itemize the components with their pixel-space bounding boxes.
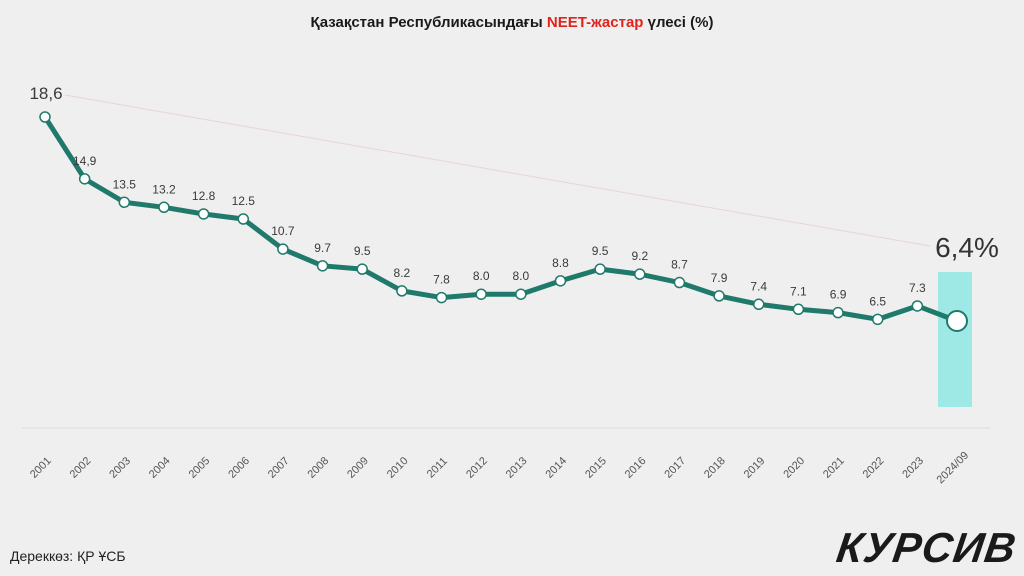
x-tick-label: 2024/09 [935, 450, 972, 487]
x-tick-label: 2011 [425, 455, 450, 480]
data-label: 9.2 [631, 249, 648, 263]
data-point [594, 263, 606, 275]
data-label: 13.2 [152, 182, 176, 196]
data-point [277, 243, 289, 255]
data-point [435, 291, 448, 304]
data-point [78, 173, 91, 185]
x-tick-label: 2009 [345, 455, 371, 481]
x-tick-label: 2012 [464, 455, 490, 481]
data-point [752, 298, 765, 311]
data-point [237, 213, 250, 225]
trend-layer [64, 94, 931, 247]
data-point [356, 263, 368, 275]
data-point [792, 303, 805, 316]
data-point [396, 285, 408, 297]
trend-line [64, 94, 931, 247]
data-label: 12.5 [232, 194, 256, 208]
data-label: 9.5 [592, 244, 609, 258]
highlight-point [946, 310, 968, 332]
data-label: 18,6 [29, 84, 62, 103]
brand-logo: КУРСИВ [833, 524, 1020, 571]
data-label: 7.3 [909, 281, 926, 295]
title-suffix: үлесі (%) [643, 14, 714, 31]
data-label: 7.4 [750, 279, 767, 293]
data-label: 6.9 [830, 288, 847, 302]
data-point [158, 201, 170, 214]
x-tick-label: 2016 [623, 455, 649, 481]
data-point [871, 313, 884, 326]
data-label: 13.5 [113, 177, 137, 191]
series-layer [39, 111, 968, 332]
data-labels: 18,6 14,9 13.5 13.2 12.8 12.5 10.7 9.7 9.5 8.2 7.8… [29, 84, 998, 308]
highlight-bar [938, 272, 972, 407]
data-label: 6.5 [869, 294, 886, 308]
x-tick-label: 2004 [147, 455, 173, 481]
data-point [634, 268, 646, 280]
data-label: 8.2 [394, 266, 411, 280]
data-point [39, 111, 51, 123]
x-tick-label: 2021 [821, 455, 847, 481]
x-tick-label: 2017 [662, 455, 688, 481]
data-point [515, 288, 527, 300]
x-tick-label: 2022 [861, 455, 887, 481]
x-tick-label: 2018 [702, 455, 728, 481]
data-point [911, 300, 924, 312]
title-highlight: NEET-жастар [546, 14, 644, 31]
x-tick-label: 2006 [226, 455, 252, 481]
x-tick-label: 2007 [266, 455, 292, 481]
x-tick-label: 2015 [583, 455, 609, 481]
x-tick-label: 2019 [742, 455, 768, 481]
data-point [475, 288, 487, 300]
data-label: 8.7 [671, 258, 688, 272]
data-label: 8.0 [473, 269, 490, 283]
series-line [42, 114, 960, 324]
chart-title: Қазақстан Республикасындағы NEET-жастар … [0, 14, 1024, 31]
data-point [316, 260, 329, 272]
data-label: 7.1 [790, 284, 807, 298]
data-point [197, 208, 210, 220]
highlight-value-label: 6,4% [935, 232, 999, 263]
data-point [554, 275, 567, 287]
source-note: Дереккөз: ҚР ҰСБ [10, 548, 126, 564]
data-point [673, 276, 686, 289]
data-point [832, 306, 844, 319]
x-tick-label: 2001 [28, 455, 54, 481]
title-prefix: Қазақстан Республикасындағы [310, 14, 547, 31]
x-tick-label: 2020 [781, 455, 807, 481]
data-label: 8.8 [552, 256, 569, 270]
x-tick-label: 2013 [504, 455, 530, 481]
highlight-layer [938, 272, 972, 407]
data-label: 8.0 [512, 269, 529, 283]
x-tick-label: 2002 [68, 455, 94, 481]
x-tick-label: 2008 [306, 455, 332, 481]
data-label: 9.5 [354, 244, 371, 258]
data-label: 10.7 [271, 224, 295, 238]
data-label: 12.8 [192, 189, 216, 203]
data-point [713, 290, 725, 302]
data-label: 9.7 [314, 241, 331, 255]
data-point [118, 196, 131, 209]
x-tick-label: 2023 [900, 455, 926, 481]
data-label: 14,9 [73, 154, 97, 168]
data-label: 7.8 [433, 273, 450, 287]
x-tick-label: 2010 [385, 455, 411, 481]
x-tick-label: 2014 [543, 455, 569, 481]
x-tick-label: 2003 [107, 455, 133, 481]
data-label: 7.9 [711, 271, 728, 285]
x-axis: 2001 2002 2003 2004 2005 2006 2007 2008 2009 2010… [22, 427, 990, 487]
x-tick-label: 2005 [187, 455, 213, 481]
